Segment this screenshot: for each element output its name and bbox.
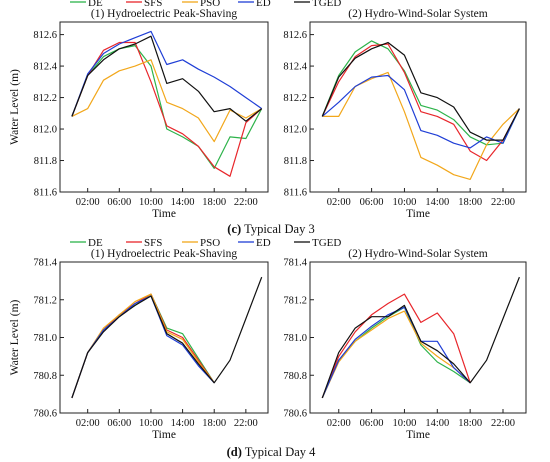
plot-frame	[309, 21, 527, 193]
y-tick-label: 812.2	[33, 93, 57, 104]
chart-panel-2: (2) Hydro-Wind-Solar System 02:00 06:00 10:…	[283, 8, 527, 220]
legend: DE SFS PSO ED TGED	[70, 0, 341, 9]
x-tick-label: 10:00	[392, 197, 416, 208]
x-tick-label: 14:00	[171, 197, 195, 208]
x-tick-label: 18:00	[202, 418, 226, 429]
y-tick-label: 811.8	[284, 156, 307, 167]
chart-panel-4: (2) Hydro-Wind-Solar System 02:00 06:00 10:…	[283, 248, 527, 441]
y-tick-label: 780.6	[33, 409, 57, 420]
legend-label-pso: PSO	[200, 237, 220, 249]
y-tick-label: 781.2	[283, 295, 307, 306]
chart-title: (2) Hydro-Wind-Solar System	[348, 248, 487, 260]
y-tick-label: 812.2	[283, 93, 307, 104]
plot-frame	[59, 21, 269, 193]
legend: DE SFS PSO ED TGED	[70, 237, 341, 249]
x-tick-label: 18:00	[202, 197, 226, 208]
x-tick-label: 22:00	[234, 197, 258, 208]
series-line-sfs	[321, 293, 471, 399]
chart-title: (2) Hydro-Wind-Solar System	[348, 8, 487, 20]
caption-day4: (d) Typical Day 4	[227, 445, 317, 459]
series-line-pso	[71, 59, 263, 143]
x-tick-label: 22:00	[491, 418, 515, 429]
y-tick-label: 781.2	[33, 295, 57, 306]
y-tick-label: 781.0	[283, 333, 307, 344]
series-line-tged	[71, 276, 263, 399]
x-tick-label: 18:00	[458, 197, 482, 208]
series-line-ed	[71, 295, 215, 399]
y-tick-label: 812.4	[283, 62, 307, 73]
legend-label-tged: TGED	[312, 237, 341, 249]
x-axis-label: Time	[152, 208, 176, 220]
y-tick-label: 781.4	[283, 258, 307, 269]
x-tick-label: 14:00	[425, 418, 449, 429]
legend-label-tged: TGED	[312, 0, 341, 9]
series-line-tged	[321, 276, 520, 399]
x-axis-label: Time	[152, 429, 176, 441]
x-tick-label: 18:00	[458, 418, 482, 429]
x-tick-label: 10:00	[392, 418, 416, 429]
x-tick-label: 14:00	[425, 197, 449, 208]
series-line-ed	[321, 306, 471, 399]
y-tick-label: 812.0	[33, 125, 57, 136]
y-tick-label: 780.8	[283, 371, 307, 382]
chart-panel-1: (1) Hydroelectric Peak-Shaving 02:00 06:00…	[9, 0, 341, 220]
y-tick-label: 812.0	[283, 125, 307, 136]
x-tick-label: 10:00	[139, 197, 163, 208]
chart-title: (1) Hydroelectric Peak-Shaving	[91, 248, 238, 260]
x-tick-label: 14:00	[171, 418, 195, 429]
series-line-pso	[322, 71, 520, 180]
series-line-tged	[321, 41, 520, 141]
x-axis-label: Time	[406, 208, 430, 220]
y-tick-label: 781.0	[33, 333, 57, 344]
y-tick-label: 812.4	[33, 62, 57, 73]
chart-title: (1) Hydroelectric Peak-Shaving	[91, 8, 238, 20]
x-axis-label: Time	[406, 429, 430, 441]
chart-panel-3: (1) Hydroelectric Peak-Shaving 02:00 06:00…	[9, 237, 341, 441]
y-tick-label: 812.6	[283, 30, 307, 41]
x-tick-label: 22:00	[491, 197, 515, 208]
y-tick-label: 780.8	[33, 371, 57, 382]
y-tick-label: 811.6	[284, 188, 307, 199]
series-line-pso	[321, 310, 471, 399]
x-tick-label: 02:00	[76, 197, 100, 208]
x-tick-label: 02:00	[327, 197, 351, 208]
series-line-sfs	[71, 41, 263, 177]
x-tick-label: 06:00	[107, 197, 131, 208]
x-tick-label: 10:00	[139, 418, 163, 429]
legend-label-ed: ED	[256, 0, 271, 9]
series-line-ed	[71, 30, 263, 117]
series-line-sfs	[321, 43, 520, 162]
series-line-tged	[71, 35, 263, 122]
caption-day3: (c) Typical Day 3	[227, 222, 314, 236]
y-axis-label: Water Level (m)	[9, 299, 21, 375]
legend-label-de: DE	[88, 237, 103, 249]
x-tick-label: 06:00	[107, 418, 131, 429]
x-tick-label: 06:00	[360, 197, 384, 208]
plot-frame	[59, 261, 269, 414]
x-tick-label: 02:00	[327, 418, 351, 429]
y-tick-label: 781.4	[33, 258, 57, 269]
legend-label-sfs: SFS	[144, 0, 162, 9]
y-tick-label: 780.6	[283, 409, 307, 420]
series-line-de	[71, 45, 263, 169]
legend-label-pso: PSO	[200, 0, 220, 9]
x-tick-label: 22:00	[234, 418, 258, 429]
series-line-ed	[321, 74, 520, 149]
legend-label-sfs: SFS	[144, 237, 162, 249]
x-tick-label: 02:00	[76, 418, 100, 429]
legend-label-ed: ED	[256, 237, 271, 249]
y-tick-label: 811.8	[34, 156, 57, 167]
y-axis-label: Water Level (m)	[9, 69, 21, 145]
y-tick-label: 812.6	[33, 30, 57, 41]
y-tick-label: 811.6	[34, 188, 57, 199]
legend-label-de: DE	[88, 0, 103, 9]
x-tick-label: 06:00	[360, 418, 384, 429]
